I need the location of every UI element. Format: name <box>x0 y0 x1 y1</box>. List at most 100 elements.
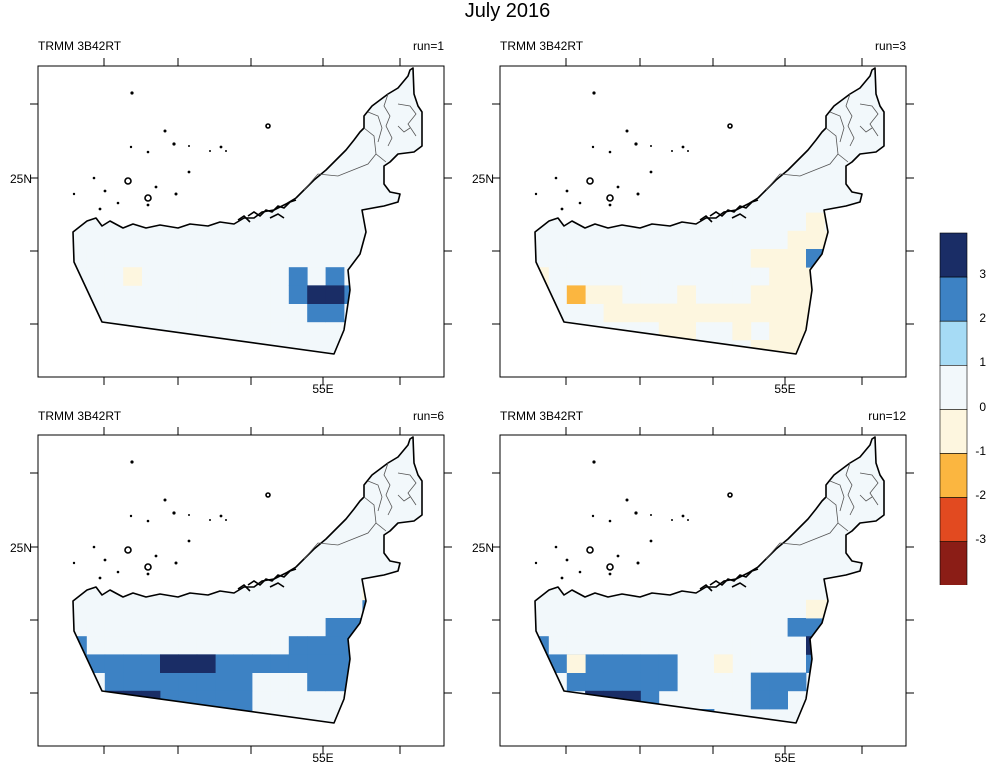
grid-cell <box>380 321 400 341</box>
grid-cell <box>123 709 142 723</box>
grid-cell <box>307 672 326 692</box>
grid-cell <box>454 527 473 546</box>
grid-cell <box>622 745 641 764</box>
grid-cell <box>141 285 161 304</box>
grid-cell <box>842 599 862 619</box>
grid-cell <box>362 764 381 773</box>
grid-cell <box>454 527 473 546</box>
grid-cell <box>824 303 844 323</box>
map-frame <box>499 434 907 747</box>
grid-cell <box>585 727 604 746</box>
grid-cell <box>732 413 751 432</box>
grid-cell <box>677 709 696 723</box>
grid-cell <box>916 527 925 546</box>
grid-cell <box>399 599 418 619</box>
grid-cell <box>380 709 400 723</box>
grid-cell <box>677 321 696 341</box>
grid-cell <box>380 599 400 619</box>
grid-cell <box>417 672 422 692</box>
grid-cell <box>787 249 807 268</box>
grid-cell <box>769 709 788 723</box>
grid-cell <box>566 654 586 673</box>
grid-cell <box>842 636 862 655</box>
grid-cell <box>104 709 124 723</box>
grid-cell <box>142 727 161 746</box>
grid-cell <box>898 709 917 728</box>
grid-cell <box>344 395 363 414</box>
grid-cell <box>73 230 87 250</box>
grid-cell <box>215 321 234 341</box>
grid-cell <box>196 636 216 655</box>
grid-cell <box>898 636 917 655</box>
grid-cell <box>270 376 289 395</box>
grid-cell <box>604 727 623 746</box>
grid-cell <box>233 285 253 304</box>
grid-cell <box>750 321 770 341</box>
grid-cell <box>326 727 345 746</box>
grid-cell <box>436 194 455 213</box>
colorbar-boxes <box>939 232 968 585</box>
grid-cell <box>307 358 326 377</box>
grid-cell <box>178 285 198 304</box>
grid-cell <box>325 709 345 723</box>
grid-cell <box>695 285 715 304</box>
grid-cell <box>824 285 844 304</box>
grid-cell <box>861 230 880 250</box>
grid-cell <box>196 709 216 723</box>
grid-cell <box>861 636 880 655</box>
grid-cell <box>732 376 751 395</box>
grid-cell <box>751 376 770 395</box>
grid-cell <box>399 690 418 710</box>
grid-cell <box>417 194 422 213</box>
grid-cell <box>399 727 418 746</box>
grid-cell <box>141 690 161 710</box>
grid-cell <box>417 618 422 637</box>
grid-cell <box>751 745 770 764</box>
grid-cell <box>879 654 884 673</box>
grid-cell <box>916 158 925 177</box>
grid-cell <box>289 764 308 773</box>
grid-cell <box>769 321 788 341</box>
grid-cell <box>769 358 788 377</box>
grid-cell <box>381 376 400 395</box>
grid-cell <box>362 709 382 723</box>
grid-cell <box>842 654 862 673</box>
colorbar-box <box>939 453 968 498</box>
grid-cell <box>289 376 308 395</box>
grid-cell <box>307 618 326 637</box>
grid-cell <box>806 654 825 673</box>
grid-cell <box>677 358 696 377</box>
grid-cell <box>732 303 752 323</box>
grid-cell <box>824 618 844 637</box>
grid-cell <box>750 636 770 655</box>
grid-cell <box>861 636 880 655</box>
grid-cell <box>677 727 696 746</box>
grid-cell <box>160 727 179 746</box>
grid-cell <box>658 285 678 304</box>
grid-cell <box>141 267 161 286</box>
grid-cell <box>732 395 751 414</box>
grid-cell <box>750 690 770 710</box>
grid-cell <box>861 303 880 323</box>
grid-cell <box>196 267 216 286</box>
colorbar: 3 2 1 0 -1 -2 -3 <box>939 232 986 585</box>
grid-cell <box>215 267 234 286</box>
grid-cell <box>824 321 844 341</box>
grid-cell <box>824 358 843 377</box>
precip-grid <box>73 437 492 773</box>
grid-cell <box>861 745 880 764</box>
grid-cell <box>898 582 917 601</box>
grid-cell <box>380 230 400 250</box>
grid-cell <box>824 303 844 323</box>
grid-cell <box>473 563 492 582</box>
grid-cell <box>380 636 400 655</box>
grid-cell <box>436 764 455 773</box>
grid-cell <box>141 672 161 692</box>
grid-cell <box>658 654 678 673</box>
grid-cell <box>270 358 289 377</box>
grid-cell <box>843 395 862 414</box>
grid-cell <box>566 618 586 637</box>
grid-cell <box>548 321 568 341</box>
grid-cell <box>732 764 751 773</box>
grid-cell <box>898 673 917 692</box>
